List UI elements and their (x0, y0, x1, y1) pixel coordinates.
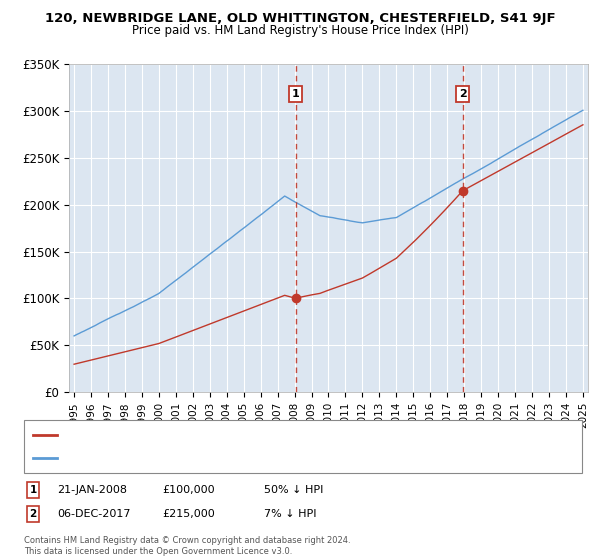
Text: 2: 2 (459, 89, 467, 99)
Text: £100,000: £100,000 (162, 485, 215, 495)
Text: 1: 1 (292, 89, 299, 99)
Text: HPI: Average price, detached house, Chesterfield: HPI: Average price, detached house, Ches… (61, 453, 301, 463)
Text: 06-DEC-2017: 06-DEC-2017 (57, 509, 131, 519)
Text: 7% ↓ HPI: 7% ↓ HPI (264, 509, 317, 519)
Text: Price paid vs. HM Land Registry's House Price Index (HPI): Price paid vs. HM Land Registry's House … (131, 24, 469, 36)
Text: 2: 2 (29, 509, 37, 519)
Text: 50% ↓ HPI: 50% ↓ HPI (264, 485, 323, 495)
Text: 120, NEWBRIDGE LANE, OLD WHITTINGTON, CHESTERFIELD, S41 9JF: 120, NEWBRIDGE LANE, OLD WHITTINGTON, CH… (44, 12, 556, 25)
Text: 21-JAN-2008: 21-JAN-2008 (57, 485, 127, 495)
Text: 120, NEWBRIDGE LANE, OLD WHITTINGTON, CHESTERFIELD, S41 9JF (detached house): 120, NEWBRIDGE LANE, OLD WHITTINGTON, CH… (61, 430, 487, 440)
Text: 1: 1 (29, 485, 37, 495)
Text: Contains HM Land Registry data © Crown copyright and database right 2024.
This d: Contains HM Land Registry data © Crown c… (24, 536, 350, 556)
Text: £215,000: £215,000 (162, 509, 215, 519)
